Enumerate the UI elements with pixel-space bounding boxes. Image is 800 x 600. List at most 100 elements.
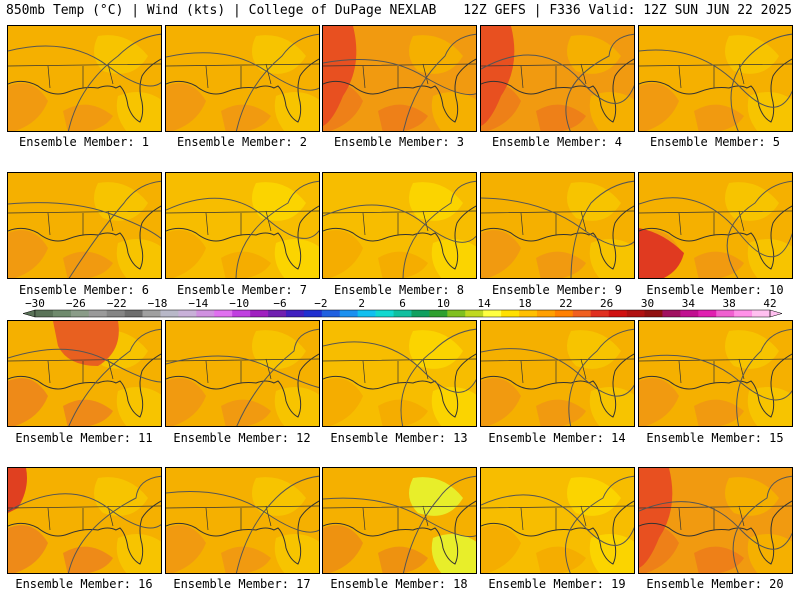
colorbar-swatch [662,310,681,317]
colorbar-swatch [357,310,376,317]
colorbar-swatch [608,310,627,317]
colorbar-swatch [70,310,90,317]
panel-label: Ensemble Member: 16 [15,577,153,591]
colorbar-swatch [411,310,430,317]
panel-label: Ensemble Member: 13 [330,431,468,445]
colorbar-tick-label: 34 [682,297,696,310]
colorbar-swatch [303,310,323,317]
temperature-map [323,321,476,426]
colorbar-swatch [519,310,538,317]
colorbar-swatch [447,310,466,317]
colorbar-swatch [106,310,125,317]
temperature-map [323,468,476,573]
colorbar-swatch [429,310,448,317]
temperature-map [8,321,161,426]
colorbar-swatch [572,310,592,317]
colorbar-tick-label: 2 [358,297,365,310]
colorbar-tick-label: 18 [518,297,531,310]
colorbar-swatch [339,310,358,317]
temperature-map [166,26,319,131]
temperature-map [166,173,319,278]
colorbar-swatch [268,310,287,317]
panel-label: Ensemble Member: 12 [173,431,311,445]
colorbar-swatch [35,310,54,317]
colorbar-tick-label: 6 [399,297,406,310]
ensemble-panel [322,172,477,279]
panel-label: Ensemble Member: 1 [18,135,150,149]
colorbar-swatch [734,310,753,317]
colorbar-swatch [536,310,556,317]
ensemble-panel [165,320,320,427]
temperature-map [8,173,161,278]
colorbar-swatch [142,310,161,317]
ensemble-panel [165,25,320,132]
panel-label: Ensemble Member: 15 [646,431,784,445]
colorbar-swatch [321,310,341,317]
colorbar-swatch [285,310,305,317]
panel-label: Ensemble Member: 6 [18,283,150,297]
panel-label: Ensemble Member: 7 [176,283,308,297]
panel-label: Ensemble Member: 17 [173,577,311,591]
ensemble-panel [638,320,793,427]
colorbar-tick-label: 22 [559,297,572,310]
colorbar-tick-label: 14 [478,297,492,310]
colorbar-swatch [375,310,394,317]
colorbar-swatch [483,310,502,317]
ensemble-panel [165,467,320,574]
colorbar-swatch [501,310,520,317]
colorbar-swatch [752,310,771,317]
colorbar-tick-label: 26 [600,297,613,310]
colorbar-tick-label: −18 [148,297,168,310]
colorbar-tick-label: 38 [723,297,736,310]
temperature-map [481,321,634,426]
colorbar-tick-label: −2 [314,297,327,310]
temperature-map [481,468,634,573]
colorbar-tick-label: −6 [273,297,286,310]
ensemble-panel [7,172,162,279]
colorbar-swatch [680,310,699,317]
colorbar-swatch [590,310,609,317]
panel-label: Ensemble Member: 2 [176,135,308,149]
ensemble-panel [322,320,477,427]
panel-label: Ensemble Member: 5 [649,135,781,149]
temperature-map [639,468,792,573]
colorbar-swatch [698,310,717,317]
panel-label: Ensemble Member: 18 [330,577,468,591]
colorbar-swatch [716,310,735,317]
colorbar-swatch [124,310,143,317]
panel-label: Ensemble Member: 4 [491,135,623,149]
temperature-map [639,26,792,131]
ensemble-panel [480,25,635,132]
temperature-map [166,321,319,426]
temperature-map [481,173,634,278]
colorbar-tick-label: 42 [763,297,776,310]
panel-label: Ensemble Member: 3 [333,135,465,149]
colorbar-swatch [554,310,574,317]
panel-label: Ensemble Member: 10 [646,283,784,297]
colorbar-tick-label: −26 [66,297,86,310]
colorbar-tick-label: −10 [229,297,249,310]
colorbar-tick-label: 30 [641,297,654,310]
map-title: 850mb Temp (°C) | Wind (kts) | College o… [6,3,437,18]
ensemble-panel [165,172,320,279]
temperature-map [166,468,319,573]
ensemble-panel [638,467,793,574]
colorbar-swatch [626,310,645,317]
ensemble-panel [480,320,635,427]
ensemble-panel [7,320,162,427]
colorbar-swatch [232,310,251,317]
colorbar-swatch [214,310,233,317]
panel-label: Ensemble Member: 8 [333,283,465,297]
colorbar-swatch [250,310,269,317]
colorbar-tick-label: −14 [188,297,208,310]
ensemble-panel [480,467,635,574]
ensemble-panel [480,172,635,279]
panel-label: Ensemble Member: 14 [488,431,626,445]
temperature-map [639,321,792,426]
colorbar-swatch [88,310,108,317]
colorbar-swatch [465,310,484,317]
panel-label: Ensemble Member: 9 [491,283,623,297]
ensemble-panel [7,467,162,574]
ensemble-panel [638,25,793,132]
ensemble-panel [322,467,477,574]
